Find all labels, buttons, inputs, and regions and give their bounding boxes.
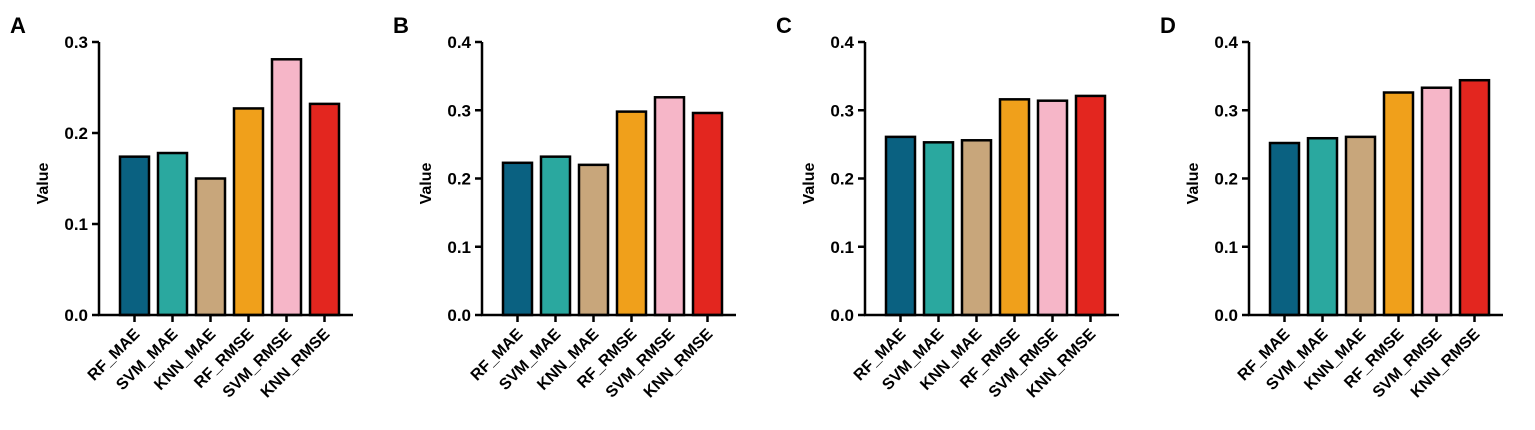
y-tick-label: 0.2 bbox=[1214, 170, 1238, 189]
panel-letter: B bbox=[393, 13, 409, 38]
bar-svm-rmse bbox=[653, 96, 686, 317]
panel-letter: C bbox=[776, 13, 792, 38]
bar-svm-rmse bbox=[270, 58, 303, 317]
y-tick-label: 0.0 bbox=[447, 306, 471, 325]
y-tick-label: 0.2 bbox=[447, 170, 471, 189]
y-tick-label: 0.4 bbox=[830, 33, 854, 52]
bar-svm-mae bbox=[1306, 136, 1339, 317]
y-tick-label: 0.3 bbox=[830, 101, 854, 120]
y-axis-title: Value bbox=[1185, 163, 1202, 205]
y-tick-label: 0.3 bbox=[1214, 101, 1238, 120]
chart-panel-c: CValueRF_MAESVM_MAEKNN_MAERF_RMSESVM_RMS… bbox=[776, 13, 1119, 401]
y-tick-label: 0.0 bbox=[64, 306, 88, 325]
y-tick-label: 0.2 bbox=[830, 170, 854, 189]
bar-rf-mae bbox=[501, 161, 534, 317]
y-tick-label: 0.4 bbox=[447, 33, 471, 52]
bar-knn-mae bbox=[577, 163, 610, 317]
y-tick-label: 0.4 bbox=[1214, 33, 1238, 52]
bar-knn-rmse bbox=[691, 111, 724, 317]
chart-panel-d: DValueRF_MAESVM_MAEKNN_MAERF_RMSESVM_RMS… bbox=[1160, 13, 1503, 401]
y-tick-label: 0.0 bbox=[1214, 306, 1238, 325]
panel-letter: A bbox=[10, 13, 26, 38]
bar-svm-rmse bbox=[1420, 86, 1453, 317]
y-tick-label: 0.1 bbox=[830, 238, 854, 257]
bar-rf-mae bbox=[1268, 141, 1301, 317]
y-tick-label: 0.0 bbox=[830, 306, 854, 325]
bar-rf-rmse bbox=[1382, 91, 1415, 317]
bar-rf-rmse bbox=[615, 110, 648, 317]
y-tick-label: 0.1 bbox=[447, 238, 471, 257]
y-tick-label: 0.2 bbox=[64, 124, 88, 143]
bar-knn-rmse bbox=[308, 102, 341, 317]
y-tick-label: 0.3 bbox=[64, 33, 88, 52]
bar-rf-mae bbox=[118, 155, 151, 317]
bar-knn-mae bbox=[1344, 135, 1377, 317]
y-axis-title: Value bbox=[35, 163, 52, 205]
bar-knn-rmse bbox=[1458, 78, 1491, 317]
chart-panel-b: BValueRF_MAESVM_MAEKNN_MAERF_RMSESVM_RMS… bbox=[393, 13, 736, 401]
chart-panel-a: AValueRF_MAESVM_MAEKNN_MAERF_RMSESVM_RMS… bbox=[10, 13, 353, 401]
bar-knn-mae bbox=[960, 139, 993, 317]
bar-svm-mae bbox=[922, 141, 955, 317]
bar-rf-rmse bbox=[232, 107, 265, 317]
y-axis-title: Value bbox=[801, 163, 818, 205]
bar-rf-mae bbox=[884, 135, 917, 317]
y-tick-label: 0.1 bbox=[64, 215, 88, 234]
bar-svm-mae bbox=[539, 155, 572, 317]
panel-letter: D bbox=[1160, 13, 1176, 38]
y-tick-label: 0.1 bbox=[1214, 238, 1238, 257]
bar-svm-rmse bbox=[1036, 99, 1069, 317]
bar-knn-rmse bbox=[1074, 94, 1107, 317]
y-tick-label: 0.3 bbox=[447, 101, 471, 120]
bar-svm-mae bbox=[156, 151, 189, 317]
y-axis-title: Value bbox=[418, 163, 435, 205]
bar-rf-rmse bbox=[998, 98, 1031, 317]
bar-knn-mae bbox=[194, 177, 227, 317]
